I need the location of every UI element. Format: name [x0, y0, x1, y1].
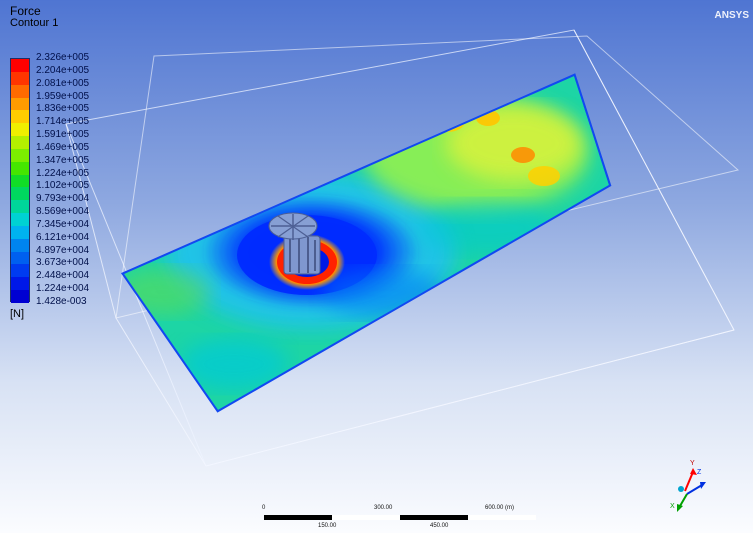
legend-swatch — [11, 290, 29, 304]
legend-swatch — [11, 123, 29, 137]
legend-label: 2.326e+005 — [36, 52, 90, 63]
legend-label: 1.714e+005 — [36, 116, 90, 128]
legend-label: 1.347e+005 — [36, 154, 90, 166]
scale-segment-2 — [332, 515, 400, 520]
legend-label: 1.224e+005 — [36, 167, 90, 179]
scale-segment-3 — [400, 515, 468, 520]
legend-swatch — [11, 264, 29, 278]
legend-label: 8.569e+004 — [36, 206, 90, 218]
legend-swatch — [11, 59, 29, 72]
legend-label: 1.428e-003 — [36, 296, 87, 307]
triad-z-label: Z — [697, 469, 702, 476]
legend-label: 4.897e+004 — [36, 244, 90, 256]
legend-title: Force — [10, 4, 41, 18]
legend-label: 1.224e+004 — [36, 283, 90, 295]
hub-structure — [268, 212, 345, 290]
triad-z-axis-icon — [686, 484, 703, 495]
legend-swatch — [11, 161, 29, 175]
triad-z-arrow-icon — [700, 482, 706, 489]
legend-swatch — [11, 277, 29, 291]
triad-x-axis-icon — [679, 493, 688, 507]
scale-segment-1 — [264, 515, 332, 520]
triad-y-arrow-icon — [690, 468, 697, 475]
legend-swatch — [11, 225, 29, 239]
legend-swatch — [11, 148, 29, 162]
scale-label-0: 0 — [262, 505, 266, 511]
legend-swatch — [11, 174, 29, 188]
ansys-logo: ANSYS — [714, 10, 749, 21]
scale-label-150: 150.00 — [318, 523, 337, 529]
force-contour-plate — [120, 73, 612, 413]
legend-swatch — [11, 84, 29, 98]
orientation-triad[interactable]: Y Z X — [666, 456, 712, 514]
legend-swatch — [11, 97, 29, 111]
legend-swatch — [11, 200, 29, 214]
triad-origin-icon — [678, 486, 684, 492]
legend-swatch — [11, 110, 29, 124]
legend-color-bar — [10, 58, 30, 304]
legend-label: 1.102e+005 — [36, 180, 90, 192]
legend-label: 9.793e+004 — [36, 193, 90, 205]
legend-swatch — [11, 238, 29, 252]
legend-swatch — [11, 136, 29, 150]
triad-y-axis-icon — [684, 471, 694, 492]
legend-label: 1.591e+005 — [36, 129, 90, 141]
legend-label: 1.959e+005 — [36, 90, 90, 102]
legend-label: 7.345e+004 — [36, 218, 90, 230]
scale-segment-4 — [468, 515, 536, 520]
scale-label-300: 300.00 — [374, 505, 393, 511]
legend-label: 2.448e+004 — [36, 270, 90, 282]
legend-label: 2.204e+005 — [36, 64, 90, 76]
scale-label-600: 600.00 (m) — [485, 505, 515, 511]
triad-y-label: Y — [690, 460, 695, 467]
scale-bar: 0 300.00 600.00 (m) 150.00 450.00 — [262, 505, 536, 529]
legend-label: 1.469e+005 — [36, 141, 90, 153]
legend-label: 3.673e+004 — [36, 257, 90, 269]
triad-x-arrow-icon — [677, 504, 683, 512]
legend-swatch — [11, 251, 29, 265]
legend-subtitle: Contour 1 — [10, 17, 59, 29]
scale-label-450: 450.00 — [430, 523, 449, 529]
triad-x-label: X — [670, 503, 675, 510]
legend-label: 6.121e+004 — [36, 231, 90, 243]
legend-swatch — [11, 213, 29, 227]
domain-box-wireframe — [65, 29, 740, 467]
legend-swatch — [11, 71, 29, 85]
legend-label: 1.836e+005 — [36, 103, 90, 115]
legend-unit: [N] — [10, 308, 25, 320]
legend-swatch — [11, 187, 29, 201]
legend-label: 2.081e+005 — [36, 77, 90, 89]
